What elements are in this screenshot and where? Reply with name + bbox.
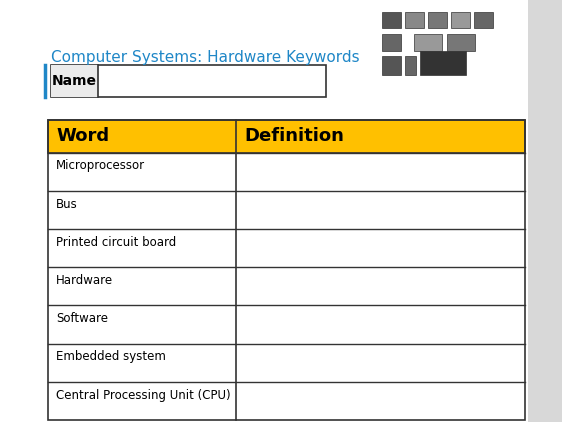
Text: Definition: Definition bbox=[244, 127, 345, 146]
Bar bbox=[451, 12, 470, 28]
Bar bbox=[420, 51, 466, 75]
Bar bbox=[428, 12, 447, 28]
Text: Microprocessor: Microprocessor bbox=[56, 160, 146, 173]
Bar bbox=[447, 34, 474, 51]
Bar bbox=[48, 120, 525, 420]
Bar bbox=[415, 34, 442, 51]
Text: Word: Word bbox=[56, 127, 110, 146]
Bar bbox=[51, 65, 98, 97]
Text: Name: Name bbox=[52, 74, 97, 88]
Text: Embedded system: Embedded system bbox=[56, 350, 166, 363]
Bar bbox=[51, 65, 326, 97]
Bar bbox=[382, 34, 401, 51]
Bar bbox=[382, 56, 401, 75]
Text: Printed circuit board: Printed circuit board bbox=[56, 236, 176, 249]
Bar bbox=[474, 12, 493, 28]
Text: Software: Software bbox=[56, 312, 108, 325]
Text: Central Processing Unit (CPU): Central Processing Unit (CPU) bbox=[56, 389, 231, 402]
Bar bbox=[405, 56, 416, 75]
Text: Hardware: Hardware bbox=[56, 274, 114, 287]
Bar bbox=[405, 12, 424, 28]
Bar bbox=[382, 12, 401, 28]
Text: Bus: Bus bbox=[56, 197, 78, 211]
Bar bbox=[48, 120, 525, 153]
Text: Computer Systems: Hardware Keywords: Computer Systems: Hardware Keywords bbox=[51, 50, 359, 65]
